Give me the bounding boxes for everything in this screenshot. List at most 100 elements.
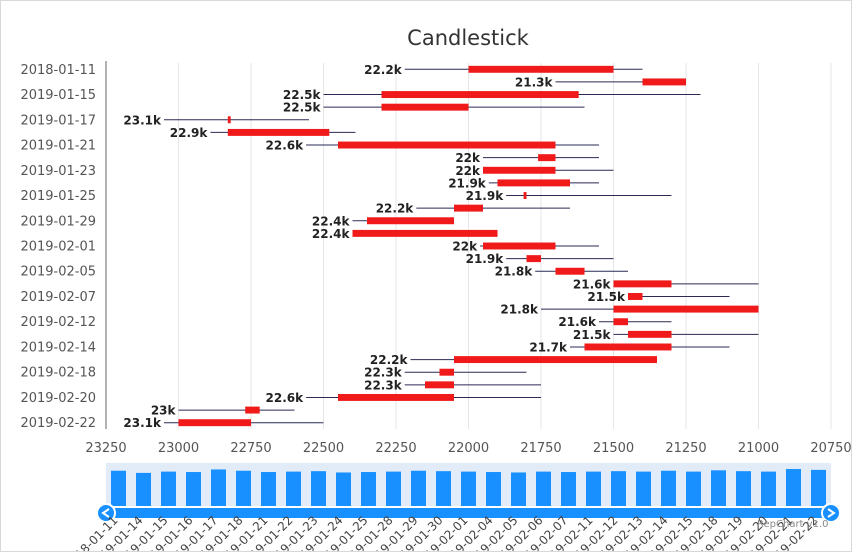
y-tick-label: 2019-01-23 xyxy=(20,164,96,179)
zoom-start-handle[interactable] xyxy=(96,503,116,523)
candle-body[interactable] xyxy=(642,78,687,86)
zoom-range-bar[interactable] xyxy=(106,508,831,518)
candle-value-label: 21.8k xyxy=(495,265,534,279)
candle-body[interactable] xyxy=(381,91,579,99)
zoom-preview-bar xyxy=(411,470,426,506)
zoom-preview-bar xyxy=(211,469,226,506)
zoom-preview-bar xyxy=(761,471,776,506)
candle-body[interactable] xyxy=(227,116,231,124)
candle-value-label: 23.1k xyxy=(123,113,162,127)
candle-body[interactable] xyxy=(367,217,454,225)
candle-body[interactable] xyxy=(338,141,556,149)
candle-body[interactable] xyxy=(555,267,585,275)
candle-value-label: 22k xyxy=(452,240,478,254)
y-tick-label: 2019-02-22 xyxy=(20,416,96,431)
candle-value-label: 23.1k xyxy=(123,416,162,430)
y-tick-label: 2019-01-21 xyxy=(20,139,96,154)
zoom-preview-bar xyxy=(536,471,551,506)
zoom-preview-bar xyxy=(586,471,601,506)
zoom-preview-bar xyxy=(661,470,676,506)
y-tick-label: 2019-02-05 xyxy=(20,265,96,280)
zoom-preview-bar xyxy=(611,471,626,506)
x-tick-label: 23000 xyxy=(158,441,199,456)
y-tick-label: 2019-01-17 xyxy=(20,113,96,128)
zoom-preview-bar xyxy=(186,472,201,506)
candle-body[interactable] xyxy=(613,280,672,288)
candle-value-label: 21.3k xyxy=(515,75,554,89)
y-tick-label: 2019-01-29 xyxy=(20,214,96,229)
zoom-preview-bar xyxy=(136,472,151,506)
zoom-preview-bar xyxy=(636,471,651,506)
zoom-preview-bar xyxy=(561,472,576,506)
candle-body[interactable] xyxy=(439,368,455,376)
candle-value-label: 22.5k xyxy=(283,88,322,102)
zoom-preview-bar xyxy=(736,471,751,506)
candle-body[interactable] xyxy=(483,166,556,174)
candle-value-label: 22.2k xyxy=(364,63,403,77)
candle-value-label: 22.3k xyxy=(364,378,403,392)
candles xyxy=(164,65,759,427)
candle-body[interactable] xyxy=(483,242,556,250)
candle-body[interactable] xyxy=(454,356,657,364)
x-tick-label: 22250 xyxy=(375,441,416,456)
candle-value-label: 21.9k xyxy=(448,176,487,190)
y-tick-label: 2019-02-18 xyxy=(20,366,96,381)
x-tick-label: 21500 xyxy=(593,441,634,456)
candle-body[interactable] xyxy=(425,381,454,389)
chevron-right-icon xyxy=(827,508,836,518)
candle-value-label: 21.8k xyxy=(500,303,539,317)
candle-body[interactable] xyxy=(338,393,454,401)
candle-body[interactable] xyxy=(468,65,614,73)
candle-body[interactable] xyxy=(526,255,542,263)
candle-value-label: 22.2k xyxy=(376,202,415,216)
candle-value-label: 22.2k xyxy=(370,353,409,367)
x-tick-label: 22500 xyxy=(303,441,344,456)
candle-body[interactable] xyxy=(523,192,527,199)
value-labels: 22.2k21.3k22.5k22.5k23.1k22.9k22.6k22k22… xyxy=(123,63,626,430)
candle-body[interactable] xyxy=(613,305,759,313)
y-tick-label: 2019-02-14 xyxy=(20,340,96,355)
candle-body[interactable] xyxy=(538,154,556,162)
candle-body[interactable] xyxy=(454,204,483,212)
candle-body[interactable] xyxy=(178,419,252,427)
x-tick-label: 20750 xyxy=(810,441,851,456)
zoom-preview-bar xyxy=(311,471,326,506)
candle-value-label: 21.7k xyxy=(529,340,568,354)
zoom-preview-bar xyxy=(811,469,826,506)
candle-body[interactable] xyxy=(613,318,629,326)
x-tick-label: 22750 xyxy=(230,441,271,456)
candle-body[interactable] xyxy=(381,103,469,111)
candle-body[interactable] xyxy=(352,229,498,237)
candle-body[interactable] xyxy=(227,128,330,136)
x-tick-label: 21000 xyxy=(738,441,779,456)
candle-body[interactable] xyxy=(628,330,672,338)
candle-body[interactable] xyxy=(628,293,643,300)
candle-value-label: 21.6k xyxy=(558,315,597,329)
candle-body[interactable] xyxy=(584,343,672,351)
grid xyxy=(105,63,832,429)
candle-value-label: 22.9k xyxy=(170,126,209,140)
candle-value-label: 21.5k xyxy=(587,290,626,304)
watermark: RepChart v1.0 xyxy=(757,519,828,530)
chevron-left-icon xyxy=(101,508,110,518)
y-tick-label: 2019-02-01 xyxy=(20,240,96,255)
zoom-preview-bar xyxy=(286,471,301,506)
zoom-preview-bar xyxy=(261,472,276,506)
candle-value-label: 21.9k xyxy=(466,252,505,266)
zoom-preview-bar xyxy=(161,471,176,506)
candle-value-label: 22.4k xyxy=(312,227,351,241)
zoom-preview-bar xyxy=(386,471,401,506)
zoom-preview-bar xyxy=(786,469,801,506)
candle-body[interactable] xyxy=(497,179,571,187)
x-tick-label: 21250 xyxy=(665,441,706,456)
candle-value-label: 22.3k xyxy=(364,366,403,380)
zoom-slider[interactable]: 2018-01-112019-01-142019-01-152019-01-16… xyxy=(61,463,841,556)
y-tick-label: 2019-02-07 xyxy=(20,290,96,305)
y-tick-label: 2019-02-12 xyxy=(20,315,96,330)
zoom-preview-bar xyxy=(111,470,126,506)
candle-body[interactable] xyxy=(245,406,260,414)
candle-value-label: 22k xyxy=(455,151,481,165)
y-tick-label: 2019-02-20 xyxy=(20,391,96,406)
zoom-end-handle[interactable] xyxy=(821,503,841,523)
